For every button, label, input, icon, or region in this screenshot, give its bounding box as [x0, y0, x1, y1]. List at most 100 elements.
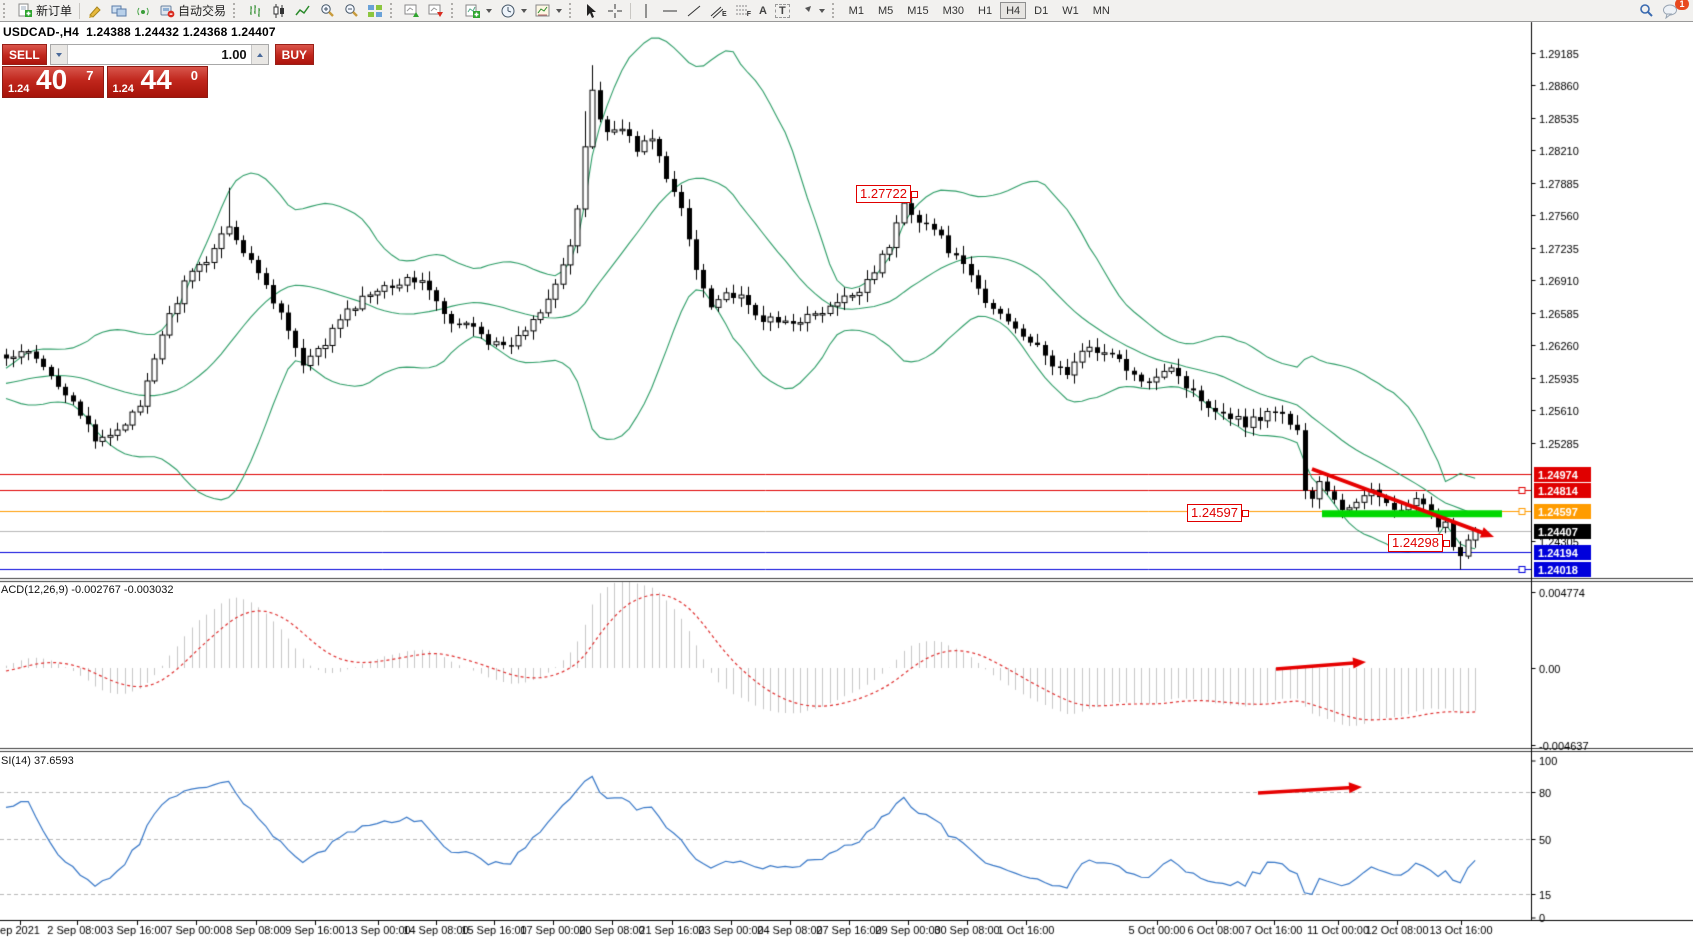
new-order-button[interactable]: 新订单 [13, 1, 76, 20]
volume-input[interactable] [67, 45, 251, 64]
cascade-charts-button[interactable] [424, 1, 448, 20]
crayon-tool-button[interactable] [83, 1, 107, 20]
annotation-low-price[interactable]: 1.24298 [1388, 534, 1450, 552]
autotrading-label: 自动交易 [178, 4, 227, 18]
toolbar-gripper [569, 3, 575, 18]
period-button[interactable] [496, 1, 531, 20]
text-tool-button[interactable]: A [755, 1, 771, 20]
toolbar-gripper [451, 3, 457, 18]
tab-timeframe-m5[interactable]: M5 [872, 2, 899, 19]
terminals-icon [111, 3, 127, 19]
buy-price-button[interactable]: 1.24 44 0 [106, 64, 208, 98]
arrows-tool-button[interactable] [794, 1, 829, 20]
toolbar: 新订单 自动交易 E F A T M1 M5 M15 M30 H1 H4 D1 W1 MN 1 [0, 0, 1693, 22]
new-chart-icon [465, 3, 481, 19]
zoom-out-button[interactable] [339, 1, 363, 20]
bar-chart-icon [247, 3, 263, 19]
buy-price-pip: 0 [190, 68, 198, 83]
sell-price-button[interactable]: 1.24 40 7 [2, 64, 104, 98]
tile-windows-button[interactable] [363, 1, 387, 20]
sell-price-figure: 1.24 [8, 83, 30, 95]
tab-timeframe-mn[interactable]: MN [1087, 2, 1116, 19]
search-icon [1638, 3, 1654, 19]
vertical-line-icon [638, 3, 654, 19]
caret-up-icon [256, 52, 263, 57]
annotation-support-price[interactable]: 1.24597 [1187, 504, 1249, 522]
new-order-label: 新订单 [36, 4, 73, 18]
caret-down-icon [55, 52, 62, 57]
sell-price-big: 40 [36, 64, 68, 95]
dropdown-caret-icon [818, 8, 825, 13]
trade-panel-prices: 1.24 40 7 1.24 44 0 [2, 64, 208, 98]
tab-timeframe-w1[interactable]: W1 [1056, 2, 1085, 19]
toolbar-gripper [390, 3, 396, 18]
trendline-icon [686, 3, 702, 19]
bar-chart-mode-button[interactable] [243, 1, 267, 20]
search-button[interactable] [1634, 1, 1658, 20]
tab-timeframe-h1[interactable]: H1 [972, 2, 998, 19]
volume-stepper [49, 44, 269, 65]
sell-price-pip: 7 [86, 68, 94, 83]
volume-decrease-button[interactable] [50, 45, 68, 64]
text-icon: A [758, 4, 767, 17]
toolbar-separator [79, 2, 81, 19]
signal-button[interactable] [131, 1, 155, 20]
sell-button[interactable]: SELL [2, 44, 47, 65]
annotation-peak-price[interactable]: 1.27722 [856, 185, 918, 203]
line-chart-icon [295, 3, 311, 19]
buy-price-big: 44 [140, 64, 172, 95]
dropdown-caret-icon [521, 8, 528, 13]
vertical-line-tool-button[interactable] [634, 1, 658, 20]
autotrading-icon [159, 3, 175, 19]
annotation-handle[interactable] [1242, 510, 1249, 517]
cursor-tool-button[interactable] [579, 1, 603, 20]
new-chart-button[interactable] [461, 1, 496, 20]
zoom-in-button[interactable] [315, 1, 339, 20]
annotation-handle[interactable] [911, 191, 918, 198]
tab-timeframe-h4[interactable]: H4 [1000, 2, 1027, 19]
tile-windows-icon [367, 3, 383, 19]
trendline-tool-button[interactable] [682, 1, 706, 20]
tab-timeframe-m15[interactable]: M15 [901, 2, 934, 19]
volume-increase-button[interactable] [250, 45, 268, 64]
tab-timeframe-m30[interactable]: M30 [937, 2, 970, 19]
crosshair-icon [607, 3, 623, 19]
cascade-charts-icon [428, 3, 444, 19]
buy-price-figure: 1.24 [112, 83, 134, 95]
chat-icon [1662, 3, 1679, 19]
chart-properties-button[interactable] [531, 1, 566, 20]
chat-button[interactable]: 1 [1658, 0, 1689, 20]
channel-icon [710, 3, 724, 19]
trade-panel-controls: SELL BUY [2, 44, 315, 65]
toolbar-gripper [3, 3, 9, 18]
one-click-trading-panel: SELL BUY 1.24 40 7 1.24 44 0 [2, 44, 315, 98]
autotrading-button[interactable]: 自动交易 [155, 1, 230, 20]
candlestick-mode-button[interactable] [267, 1, 291, 20]
timeframe-group: M1 M5 M15 M30 H1 H4 D1 W1 MN [842, 2, 1117, 19]
line-chart-mode-button[interactable] [291, 1, 315, 20]
channel-letter: E [722, 11, 727, 18]
text-label-tool-button[interactable]: T [771, 1, 794, 20]
horizontal-line-tool-button[interactable] [658, 1, 682, 20]
annotation-handle[interactable] [1443, 540, 1450, 547]
crosshair-tool-button[interactable] [603, 1, 627, 20]
dropdown-caret-icon [486, 8, 493, 13]
channel-tool-button[interactable]: E [706, 1, 731, 20]
candlestick-icon [271, 3, 287, 19]
toolbar-gripper [233, 3, 239, 18]
text-label-icon: T [774, 3, 790, 18]
tab-timeframe-d1[interactable]: D1 [1028, 2, 1054, 19]
arrange-charts-button[interactable] [400, 1, 424, 20]
new-order-icon [17, 3, 33, 19]
buy-button[interactable]: BUY [274, 44, 315, 65]
signal-icon [135, 3, 151, 19]
terminals-button[interactable] [107, 1, 131, 20]
chat-unread-badge: 1 [1675, 0, 1689, 10]
chart-properties-icon [535, 3, 551, 19]
tab-timeframe-m1[interactable]: M1 [843, 2, 870, 19]
crayon-icon [87, 3, 103, 19]
clock-icon [500, 3, 516, 19]
fibonacci-tool-button[interactable]: F [731, 1, 755, 20]
